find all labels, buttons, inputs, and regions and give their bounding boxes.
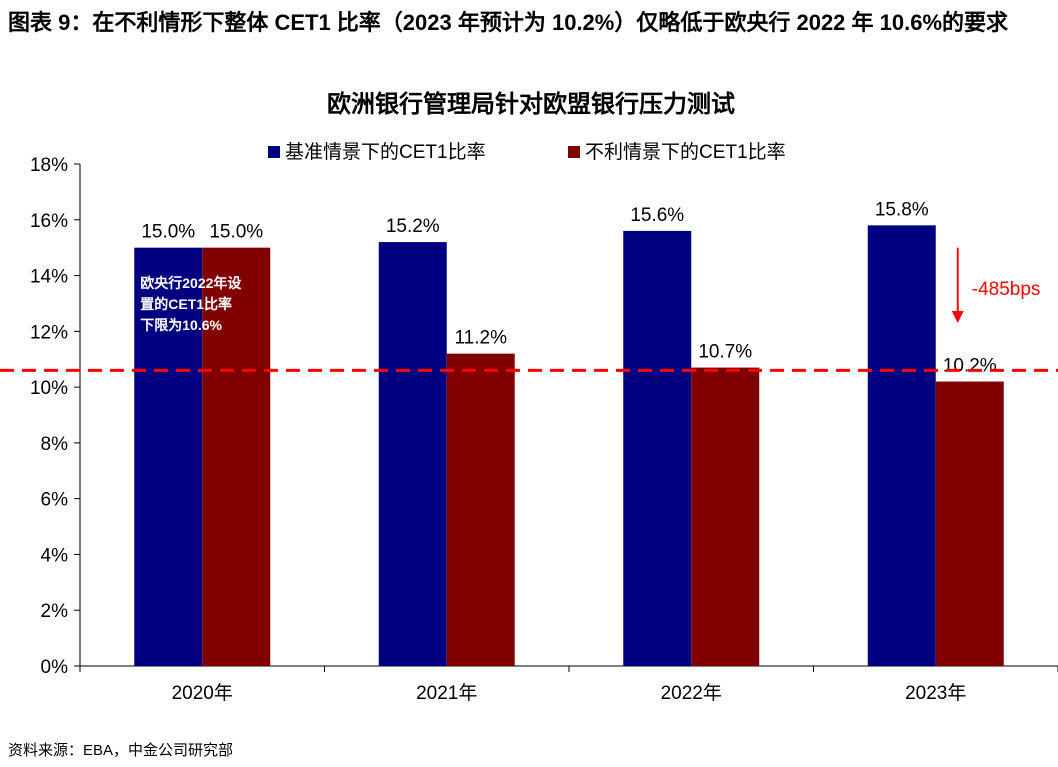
data-label: 11.2% bbox=[455, 328, 508, 349]
y-tick-label: 6% bbox=[41, 490, 69, 511]
data-label: 15.0% bbox=[209, 222, 263, 243]
reference-annotation-line: 下限为10.6% bbox=[140, 317, 222, 333]
data-label: 15.6% bbox=[630, 205, 684, 226]
legend-label-2: 不利情景下的CET1比率 bbox=[585, 141, 786, 163]
source-note: 资料来源：EBA，中金公司研究部 bbox=[8, 742, 234, 759]
data-label: 15.0% bbox=[141, 222, 195, 243]
x-tick-label: 2022年 bbox=[661, 682, 722, 704]
y-tick-label: 0% bbox=[41, 657, 69, 678]
reference-annotation-line: 欧央行2022年设 bbox=[140, 275, 242, 291]
bar-adverse-2021年 bbox=[446, 353, 515, 666]
x-tick-label: 2023年 bbox=[905, 682, 966, 704]
bar-baseline-2023年 bbox=[867, 225, 936, 666]
chart-title: 欧洲银行管理局针对欧盟银行压力测试 bbox=[327, 90, 735, 118]
drop-arrow-head bbox=[951, 310, 964, 323]
reference-annotation-line: 置的CET1比率 bbox=[140, 296, 232, 312]
chart-container: 欧洲银行管理局针对欧盟银行压力测试基准情景下的CET1比率 不利情景下的CET1比… bbox=[0, 84, 1058, 720]
y-tick-label: 2% bbox=[41, 601, 69, 622]
y-tick-label: 4% bbox=[41, 545, 69, 566]
legend-label-1: 基准情景下的CET1比率 bbox=[285, 141, 486, 163]
y-tick-label: 8% bbox=[41, 434, 69, 455]
legend-swatch-2 bbox=[568, 146, 580, 158]
legend-swatch-1 bbox=[268, 146, 280, 158]
figure-title: 图表 9：在不利情形下整体 CET1 比率（2023 年预计为 10.2%）仅略… bbox=[8, 10, 1009, 35]
y-tick-label: 14% bbox=[30, 267, 68, 288]
bar-adverse-2023年 bbox=[935, 381, 1004, 666]
bar-baseline-2020年 bbox=[134, 247, 203, 666]
bar-baseline-2022年 bbox=[623, 230, 692, 666]
data-label: 15.2% bbox=[386, 216, 440, 237]
bar-baseline-2021年 bbox=[378, 242, 447, 667]
y-tick-label: 10% bbox=[30, 378, 68, 399]
bar-adverse-2020年 bbox=[202, 247, 271, 666]
drop-annotation: -485bps bbox=[972, 279, 1041, 300]
y-tick-label: 12% bbox=[30, 322, 68, 343]
x-tick-label: 2021年 bbox=[416, 682, 477, 704]
y-tick-label: 18% bbox=[30, 155, 68, 176]
data-label: 15.8% bbox=[875, 199, 929, 220]
data-label: 10.2% bbox=[943, 356, 997, 377]
y-tick-label: 16% bbox=[30, 211, 68, 232]
data-label: 10.7% bbox=[698, 342, 752, 363]
bar-adverse-2022年 bbox=[691, 367, 760, 666]
x-tick-label: 2020年 bbox=[172, 682, 233, 704]
